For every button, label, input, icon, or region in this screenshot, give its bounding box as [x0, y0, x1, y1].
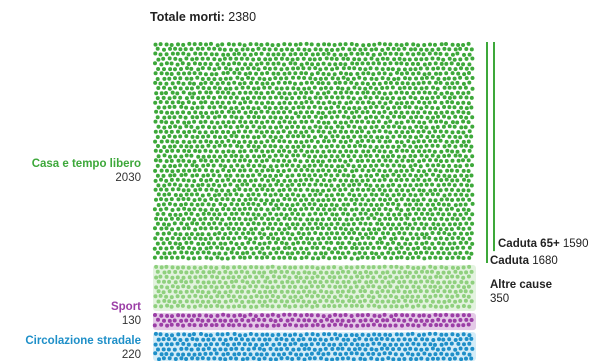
- label-road: Circolazione stradale 220: [25, 334, 141, 362]
- label-caduta65-name: Caduta 65+: [498, 238, 560, 250]
- label-altre-value: 350: [490, 293, 510, 305]
- label-road-name: Circolazione stradale: [25, 335, 141, 347]
- label-sport-value: 130: [121, 315, 141, 327]
- chart-title: Totale morti: 2380: [150, 10, 257, 24]
- label-road-value: 220: [121, 349, 141, 361]
- label-caduta65: Caduta 65+ 1590: [498, 237, 588, 251]
- label-caduta-value: 1680: [532, 255, 558, 267]
- label-casa-name: Casa e tempo libero: [31, 158, 141, 170]
- label-casa-value: 2030: [115, 172, 141, 184]
- label-altre: Altre cause 350: [490, 278, 552, 306]
- label-altre-name: Altre cause: [490, 279, 553, 291]
- label-caduta: Caduta 1680: [490, 254, 558, 268]
- segment-sport: [152, 312, 476, 331]
- segment-road: [153, 331, 476, 361]
- label-casa: Casa e tempo libero 2030: [32, 157, 141, 185]
- label-sport-name: Sport: [110, 301, 141, 313]
- label-caduta65-value: 1590: [562, 238, 589, 250]
- segment-altre-cause: [153, 264, 476, 311]
- label-caduta-name: Caduta: [490, 255, 529, 267]
- total-value: 2380: [228, 10, 257, 24]
- segment-caduta: [152, 41, 476, 263]
- label-sport: Sport 130: [111, 300, 141, 328]
